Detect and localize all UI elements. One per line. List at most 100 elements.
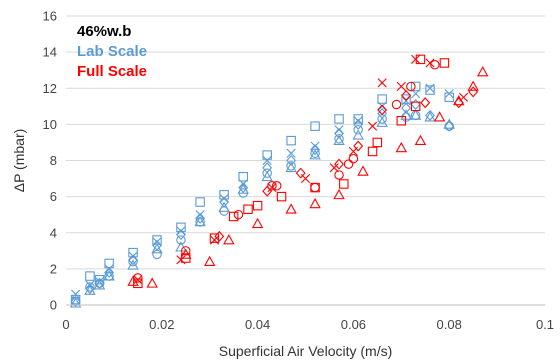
full-scale-circle-point bbox=[391, 99, 402, 110]
x-axis-label: Superficial Air Velocity (m/s) bbox=[219, 343, 393, 359]
lab-scale-square-point bbox=[94, 274, 105, 285]
series-lab-scale-triangle bbox=[69, 109, 455, 308]
y-tick-label: 4 bbox=[50, 225, 57, 240]
y-tick-label: 12 bbox=[43, 81, 57, 96]
full-scale-square-point bbox=[367, 146, 378, 157]
full-scale-triangle-point bbox=[395, 141, 408, 153]
lab-scale-x-point bbox=[286, 148, 296, 158]
y-tick-label: 0 bbox=[50, 298, 57, 313]
lab-scale-diamond-point bbox=[104, 266, 115, 279]
full-scale-circle-point bbox=[406, 81, 416, 92]
full-scale-diamond-point bbox=[214, 230, 225, 242]
lab-scale-square-point bbox=[262, 150, 272, 160]
legend-entry: 46%w.b bbox=[77, 23, 131, 40]
full-scale-diamond-point bbox=[401, 89, 412, 102]
lab-scale-triangle-point bbox=[333, 134, 345, 145]
lab-scale-diamond-point bbox=[238, 182, 249, 194]
full-scale-triangle-point bbox=[285, 203, 297, 214]
lab-scale-square-point bbox=[195, 197, 205, 207]
series-full-scale-x bbox=[133, 54, 469, 285]
lab-scale-x-point bbox=[262, 155, 272, 166]
lab-scale-diamond-point bbox=[262, 162, 273, 174]
lab-scale-circle-point bbox=[94, 278, 105, 289]
full-scale-triangle-point bbox=[309, 197, 321, 209]
full-scale-x-point bbox=[267, 183, 277, 193]
full-scale-square-point bbox=[243, 204, 253, 215]
lab-scale-x-point bbox=[425, 83, 435, 93]
y-tick-label: 10 bbox=[43, 117, 57, 132]
series-lab-scale-circle bbox=[70, 110, 454, 307]
series-full-scale-circle bbox=[133, 60, 440, 283]
full-scale-square-point bbox=[276, 191, 287, 202]
lab-scale-triangle-point bbox=[309, 149, 321, 160]
full-scale-triangle-point bbox=[414, 134, 427, 145]
lab-scale-diamond-point bbox=[310, 144, 321, 156]
full-scale-x-point bbox=[329, 163, 339, 173]
full-scale-diamond-point bbox=[377, 104, 388, 116]
full-scale-diamond-point bbox=[468, 86, 479, 98]
full-scale-diamond-point bbox=[353, 140, 364, 152]
lab-scale-circle-point bbox=[410, 110, 421, 121]
lab-scale-square-point bbox=[334, 114, 344, 124]
full-scale-square-point bbox=[339, 179, 349, 189]
lab-scale-square-point bbox=[310, 121, 320, 131]
data-points bbox=[69, 54, 489, 308]
lab-scale-circle-point bbox=[310, 148, 320, 159]
full-scale-triangle-point bbox=[476, 66, 489, 77]
y-tick-label: 16 bbox=[43, 9, 57, 24]
y-tick-label: 14 bbox=[43, 45, 57, 60]
lab-scale-circle-point bbox=[401, 112, 411, 122]
full-scale-square-point bbox=[372, 137, 383, 148]
lab-scale-diamond-point bbox=[195, 212, 206, 224]
full-scale-square-point bbox=[396, 116, 407, 126]
full-scale-circle-point bbox=[233, 209, 244, 220]
lab-scale-square-point bbox=[238, 172, 248, 182]
full-scale-square-point bbox=[228, 211, 239, 222]
full-scale-triangle-point bbox=[223, 234, 235, 245]
lab-scale-circle-point bbox=[353, 125, 363, 135]
full-scale-diamond-point bbox=[453, 97, 464, 109]
x-tick-label: 0.08 bbox=[437, 317, 462, 332]
lab-scale-square-point bbox=[286, 135, 296, 146]
series-lab-scale-square bbox=[70, 81, 454, 305]
full-scale-x-point bbox=[176, 255, 186, 265]
full-scale-square-point bbox=[410, 101, 421, 112]
x-tick-label: 0.02 bbox=[149, 317, 174, 332]
lab-scale-triangle-point bbox=[400, 109, 412, 120]
full-scale-diamond-point bbox=[262, 185, 273, 197]
lab-scale-circle-point bbox=[444, 121, 454, 131]
y-tick-label: 6 bbox=[50, 189, 57, 204]
lab-scale-circle-point bbox=[85, 282, 95, 292]
full-scale-circle-point bbox=[334, 170, 344, 180]
legend-entry: Full Scale bbox=[77, 63, 147, 80]
lab-scale-circle-point bbox=[286, 161, 296, 171]
full-scale-square-point bbox=[439, 58, 450, 68]
lab-scale-x-point bbox=[70, 289, 81, 299]
lab-scale-diamond-point bbox=[425, 109, 435, 121]
full-scale-circle-point bbox=[133, 273, 143, 283]
lab-scale-square-point bbox=[353, 114, 363, 124]
lab-scale-square-point bbox=[410, 81, 421, 92]
full-scale-triangle-point bbox=[467, 80, 479, 91]
lab-scale-square-point bbox=[425, 85, 435, 95]
full-scale-diamond-point bbox=[420, 97, 431, 109]
full-scale-triangle-point bbox=[433, 111, 446, 122]
lab-scale-circle-point bbox=[104, 271, 114, 281]
full-scale-square-point bbox=[209, 233, 220, 243]
full-scale-triangle-point bbox=[146, 277, 158, 288]
y-tick-labels: 0 2 4 6 8 10 12 14 16 bbox=[43, 9, 57, 313]
lab-scale-circle-point bbox=[262, 168, 272, 178]
full-scale-circle-point bbox=[267, 181, 277, 191]
lab-scale-diamond-point bbox=[85, 283, 95, 295]
full-scale-x-point bbox=[411, 54, 421, 64]
series-full-scale-square bbox=[133, 54, 450, 289]
lab-scale-circle-point bbox=[195, 217, 205, 227]
y-tick-label: 8 bbox=[50, 153, 57, 168]
full-scale-circle-point bbox=[181, 246, 191, 256]
full-scale-triangle-point bbox=[357, 165, 369, 176]
full-scale-diamond-point bbox=[334, 158, 344, 170]
lab-scale-square-point bbox=[377, 94, 387, 104]
full-scale-triangle-point bbox=[333, 188, 345, 200]
full-scale-x-point bbox=[396, 81, 406, 92]
